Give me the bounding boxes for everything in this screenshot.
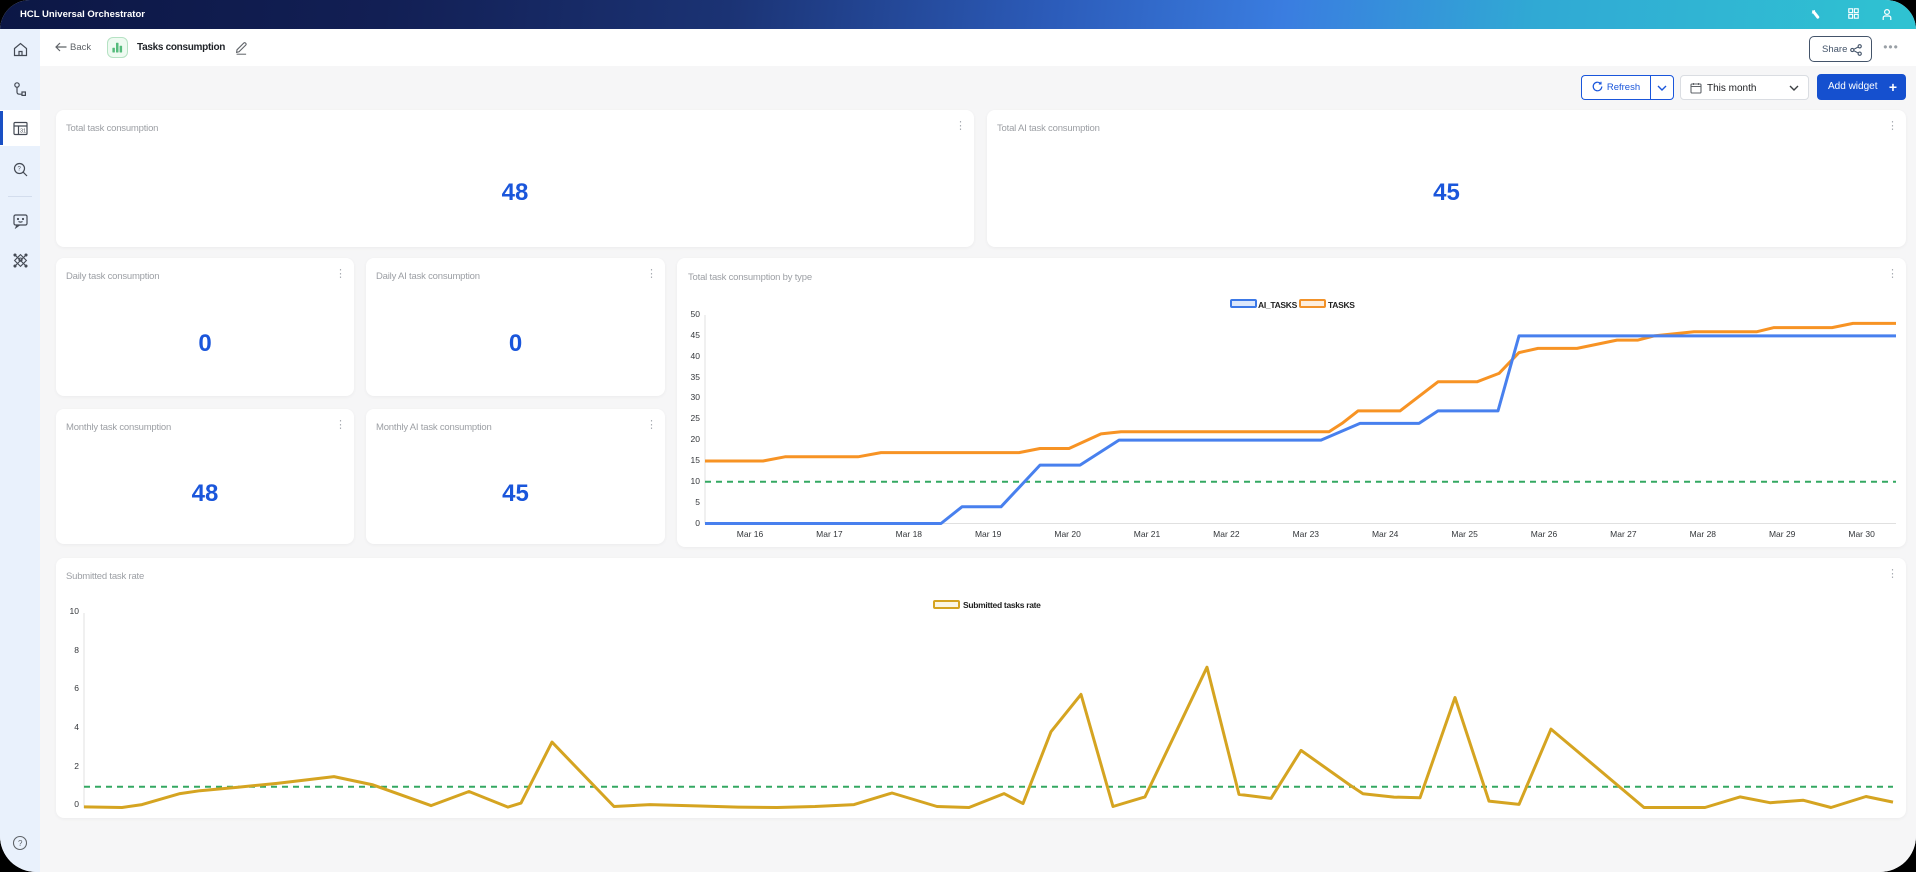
svg-text:?: ?: [17, 166, 21, 172]
svg-text:?: ?: [18, 839, 23, 848]
svg-text:31: 31: [20, 128, 26, 134]
